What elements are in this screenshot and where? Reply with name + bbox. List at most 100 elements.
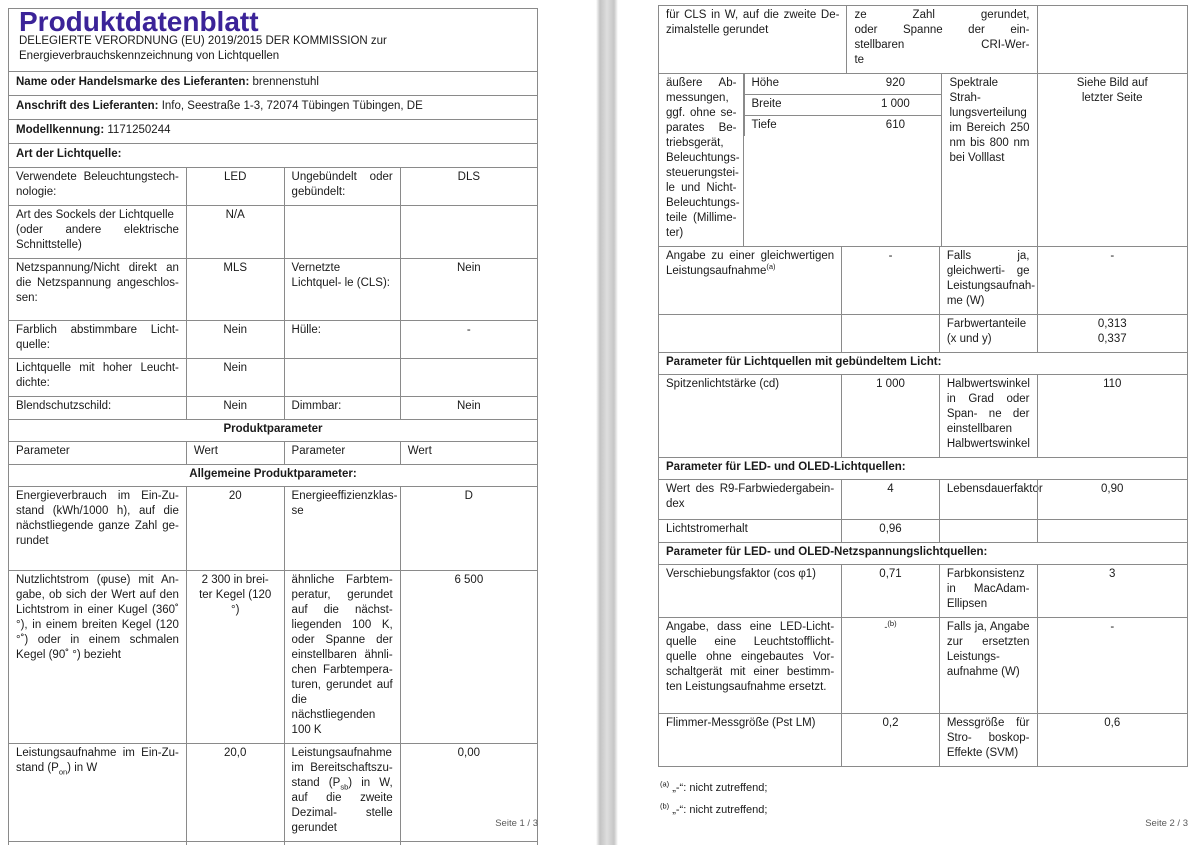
param-cell: Leistungsaufnahme im Ein-Zu- stand (Pon)…	[16, 747, 179, 777]
table-row: Lichtquelle mit hoher Leucht- dichte: Ne…	[9, 358, 537, 396]
value-cell: -(b)	[841, 618, 939, 713]
param-cell: Leistungsaufnahme im Bereitschaftszu- st…	[283, 744, 400, 841]
value-cell: 110	[1036, 375, 1187, 457]
empty-cell	[841, 315, 939, 352]
value-cell: 80	[399, 842, 537, 845]
value-cell: 0,96	[841, 520, 939, 542]
supplier-address-value: Info, Seestraße 1-3, 72074 Tübingen Tübi…	[161, 100, 423, 112]
param-cell: Verwendete Beleuchtungstech- nologie:	[16, 171, 179, 198]
section-header-gebuendelt: Parameter für Lichtquellen mit gebündelt…	[659, 352, 1187, 374]
param-cell: Verschiebungsfaktor (cos φ1)	[666, 568, 816, 580]
value-cell: DLS	[399, 168, 537, 205]
empty-cell	[1036, 6, 1187, 73]
dimension-label: Tiefe	[751, 119, 777, 131]
value-cell: Nein	[185, 359, 284, 396]
value-cell: MLS	[185, 259, 284, 320]
param-cell: Falls ja, Angabe zur ersetzten Leistungs…	[938, 618, 1037, 713]
value-cell: 4	[841, 480, 939, 519]
value-cell: 3	[1036, 565, 1187, 617]
dimension-label: Höhe	[751, 77, 779, 89]
table-row: Leistungsaufnahme im Ein-Zu- stand (Pon)…	[9, 743, 537, 841]
param-cell: Dimmbar:	[283, 397, 400, 419]
param-cell: Energieeffizienzklas- se	[283, 487, 400, 570]
value-cell	[399, 359, 537, 396]
param-cell: Farbwiedergabein- dex, auf die nächstlie…	[283, 842, 400, 845]
dimensions-subtable: Höhe 920 Breite 1 000 Tiefe 610	[743, 74, 942, 246]
value-cell: 0,6	[1036, 714, 1187, 766]
column-header: Wert	[185, 442, 284, 464]
value-cell: Nein	[185, 397, 284, 419]
param-cell: Hülle:	[283, 321, 400, 358]
regulation-line-1: DELEGIERTE VERORDNUNG (EU) 2019/2015 DER…	[19, 35, 387, 47]
value-cell: -	[841, 247, 939, 314]
table-row: Farbwertanteile (x und y) 0,313 0,337	[659, 314, 1187, 352]
page-2: für CLS in W, auf die zweite De- zimalst…	[618, 0, 1200, 845]
param-cell: ze Zahl gerundet, oder Spanne der ein-ste…	[846, 6, 1036, 73]
page-divider	[596, 0, 618, 845]
param-cell: äußere Ab- messungen, ggf. ohne se- para…	[666, 77, 740, 239]
param-cell: Lebensdauerfaktor	[938, 480, 1043, 519]
column-header: Wert	[399, 442, 537, 464]
table-row: Netzspannung/Nicht direkt an die Netzspa…	[9, 258, 537, 320]
value-cell: N/A	[185, 206, 284, 258]
regulation-line-2: Energieverbrauchskennzeichnung von Licht…	[19, 50, 280, 62]
param-cell: Vernetzte Lichtquel- le (CLS):	[283, 259, 400, 320]
value-cell: LED	[185, 168, 284, 205]
light-source-type-label: Art der Lichtquelle:	[16, 148, 122, 160]
table-row: Wert des R9-Farbwiedergabein- dex 4 Lebe…	[659, 479, 1187, 519]
model-id-row: Modellkennung: 1171250244	[9, 119, 537, 143]
footnotes: (a) „-“: nicht zutreffend; (b) „-“: nich…	[660, 777, 1200, 821]
value-cell	[1036, 520, 1187, 542]
table-row: Verschiebungsfaktor (cos φ1) 0,71 Farbko…	[659, 564, 1187, 617]
model-id-value: 1171250244	[107, 124, 171, 136]
value-cell: 20,0	[185, 744, 284, 841]
value-cell: -	[399, 321, 537, 358]
table-row: Nutzlichtstrom (φuse) mit An- gabe, ob s…	[9, 570, 537, 743]
param-cell: Energieverbrauch im Ein-Zu- stand (kWh/1…	[16, 490, 179, 547]
empty-cell	[659, 315, 841, 352]
table-row: Verwendete Beleuchtungstech- nologie: LE…	[9, 167, 537, 205]
param-cell: Farblich abstimmbare Licht- quelle:	[16, 324, 179, 351]
dimension-row: Tiefe 610	[745, 116, 941, 136]
page-number: Seite 1 / 3	[495, 818, 538, 829]
light-source-type-row: Art der Lichtquelle:	[9, 143, 537, 167]
param-cell: Blendschutzschild:	[16, 400, 112, 412]
dimension-row: Höhe 920	[745, 74, 941, 94]
value-cell: -	[1036, 247, 1187, 314]
table-row: Angabe zu einer gleichwertigen Leistungs…	[659, 246, 1187, 314]
param-cell: Angabe zu einer gleichwertigen Leistungs…	[666, 250, 835, 277]
table-row: Flimmer-Messgröße (Pst LM) 0,2 Messgröße…	[659, 713, 1187, 766]
param-cell: Spitzenlichtstärke (cd)	[666, 378, 780, 390]
section-header-allgemein: Allgemeine Produktparameter:	[9, 464, 537, 486]
table-row: Blendschutzschild: Nein Dimmbar: Nein	[9, 396, 537, 419]
page2-table: für CLS in W, auf die zweite De- zimalst…	[658, 5, 1188, 767]
param-cell: Messgröße für Stro- boskop-Effekte (SVM)	[938, 714, 1037, 766]
footnote-a: (a) „-“: nicht zutreffend;	[660, 779, 768, 794]
table-row: Leistungsaufnahme im vernetz- ten Bereit…	[9, 841, 537, 845]
column-header: Parameter	[283, 442, 400, 464]
table-row: Lichtstromerhalt 0,96	[659, 519, 1187, 542]
section-header-netzspannung: Parameter für LED- und OLED-Netzspannung…	[659, 542, 1187, 564]
value-cell: D	[399, 487, 537, 570]
section-header-led: Parameter für LED- und OLED-Lichtquellen…	[659, 457, 1187, 479]
continuation-row: für CLS in W, auf die zweite De- zimalst…	[659, 6, 1187, 73]
value-cell: 2 300 in brei- ter Kegel (120 °)	[185, 571, 284, 743]
param-cell: Art des Sockels der Lichtquelle (oder and…	[16, 209, 179, 251]
param-cell: Falls ja, gleichwerti- ge Leistungsaufna…	[938, 247, 1037, 314]
page1-table: Produktdatenblatt DELEGIERTE VERORDNUNG …	[8, 8, 538, 845]
param-cell: ähnliche Farbtem- peratur, gerundet auf …	[283, 571, 400, 743]
table-row: Spitzenlichtstärke (cd) 1 000 Halbwertsw…	[659, 374, 1187, 457]
supplier-name-label: Name oder Handelsmarke des Lieferanten:	[16, 76, 250, 88]
page-number: Seite 2 / 3	[1145, 818, 1188, 829]
value-cell: 0,313 0,337	[1036, 315, 1187, 352]
value-cell: Nein	[185, 321, 284, 358]
value-cell: 20	[185, 487, 284, 570]
value-cell: -	[185, 842, 284, 845]
dimension-label: Breite	[751, 98, 782, 110]
supplier-address-row: Anschrift des Lieferanten: Info, Seestra…	[9, 95, 537, 119]
table-row: Energieverbrauch im Ein-Zu- stand (kWh/1…	[9, 486, 537, 570]
param-cell: Netzspannung/Nicht direkt an die Netzspa…	[16, 262, 179, 304]
column-header-row: Parameter Wert Parameter Wert	[9, 441, 537, 464]
value-cell: 0,00	[399, 744, 537, 841]
param-cell	[938, 520, 1037, 542]
